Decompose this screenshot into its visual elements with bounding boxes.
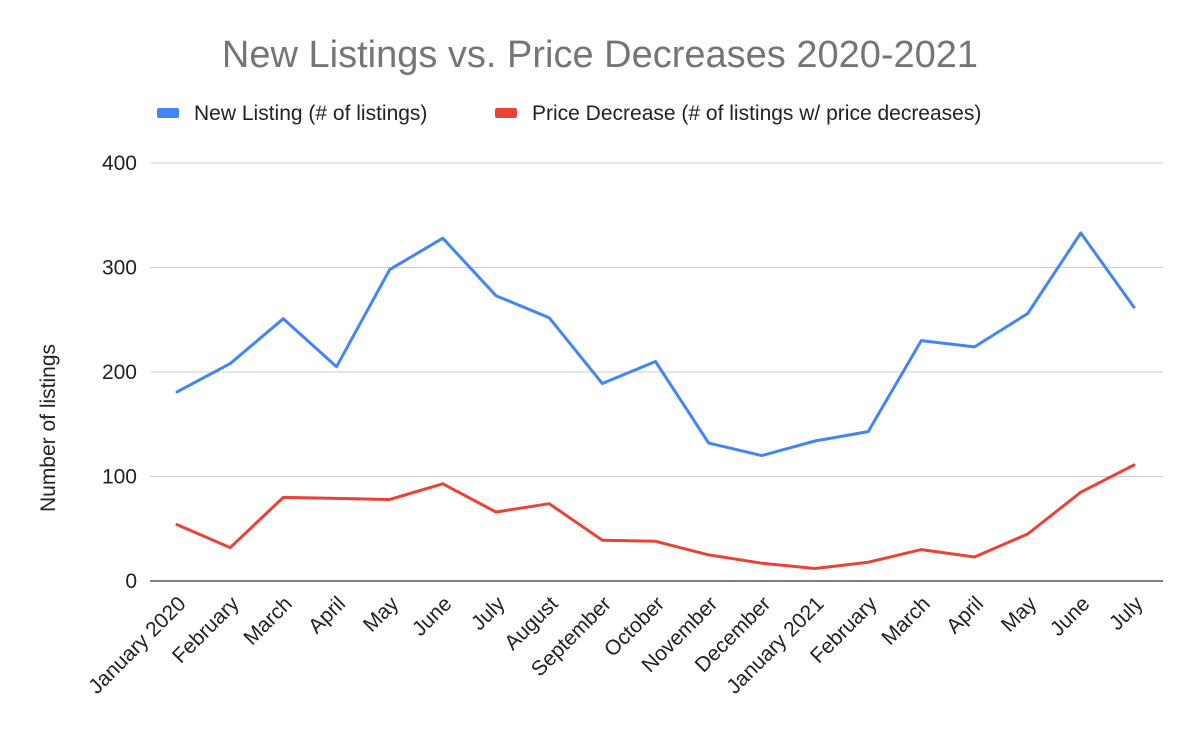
series-line-2 — [175, 463, 1136, 570]
x-tick-label: May — [997, 592, 1042, 637]
legend-label: New Listing (# of listings) — [194, 102, 427, 125]
gridlines — [150, 162, 1163, 477]
y-axis-title: Number of listings — [37, 344, 60, 512]
y-tick-label: 0 — [125, 570, 137, 593]
series-line-1 — [175, 231, 1136, 458]
series-lines — [175, 231, 1136, 570]
y-tick-label: 400 — [102, 152, 137, 175]
x-tick-label: July — [1105, 592, 1148, 635]
x-tick-label: April — [304, 592, 350, 638]
x-tick-label: March — [877, 592, 935, 650]
y-axis-ticks: 0 100 200 300 400 — [102, 152, 137, 593]
legend-swatch — [157, 108, 179, 118]
x-tick-label: June — [1046, 592, 1094, 640]
y-tick-label: 200 — [102, 361, 137, 384]
legend-swatch — [495, 108, 517, 118]
x-tick-label: June — [408, 592, 456, 640]
x-tick-label: March — [239, 592, 297, 650]
x-tick-label: April — [942, 592, 988, 638]
chart-title: New Listings vs. Price Decreases 2020-20… — [222, 34, 978, 76]
y-tick-label: 100 — [102, 466, 137, 489]
legend-label: Price Decrease (# of listings w/ price d… — [532, 102, 981, 125]
y-tick-label: 300 — [102, 257, 137, 280]
x-tick-label: July — [467, 592, 510, 635]
legend: New Listing (# of listings) Price Decreas… — [157, 102, 981, 125]
x-tick-label: May — [359, 592, 404, 637]
